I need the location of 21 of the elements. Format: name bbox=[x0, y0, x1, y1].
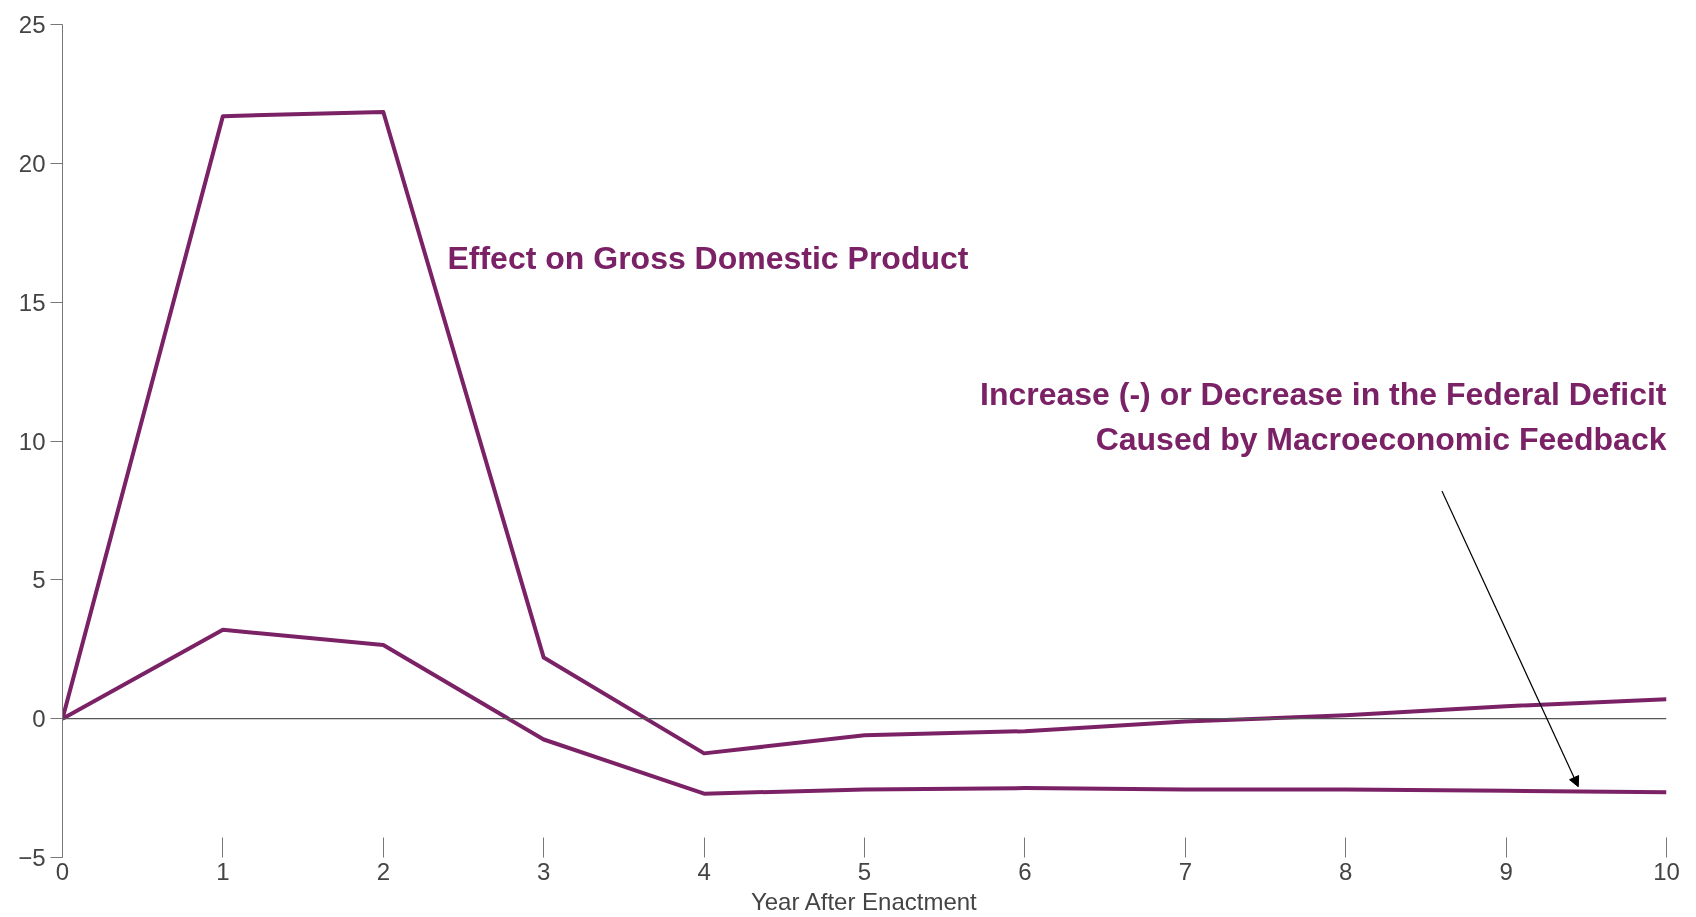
x-tick-label: 1 bbox=[216, 857, 230, 885]
x-tick-label: 4 bbox=[697, 857, 711, 885]
y-tick-label: 10 bbox=[18, 427, 46, 455]
y-tick-label: −5 bbox=[18, 844, 46, 871]
x-tick-label: 10 bbox=[1653, 857, 1680, 885]
x-tick-label: 8 bbox=[1339, 857, 1353, 885]
series-label: Effect on Gross Domestic Product bbox=[447, 239, 969, 276]
y-tick-label: 5 bbox=[32, 566, 46, 594]
x-tick-label: 0 bbox=[55, 857, 70, 885]
x-tick-label: 9 bbox=[1499, 857, 1513, 885]
y-tick-label: 20 bbox=[18, 149, 46, 177]
text: Increase (-) or Decrease in the Federal Deficit Caused by Macroeconomic Feedback bbox=[980, 375, 1667, 457]
y-tick-label: 25 bbox=[18, 11, 46, 38]
x-tick-label: 3 bbox=[537, 857, 551, 885]
x-tick-label: 7 bbox=[1178, 857, 1192, 885]
x-tick-label: 6 bbox=[1018, 857, 1032, 885]
y-tick-label: 15 bbox=[18, 288, 46, 316]
x-tick-label: 5 bbox=[857, 857, 872, 885]
y-tick-label: 0 bbox=[32, 705, 46, 733]
x-tick-label: 2 bbox=[376, 857, 390, 885]
x-axis-title: Year After Enactment bbox=[750, 887, 978, 915]
